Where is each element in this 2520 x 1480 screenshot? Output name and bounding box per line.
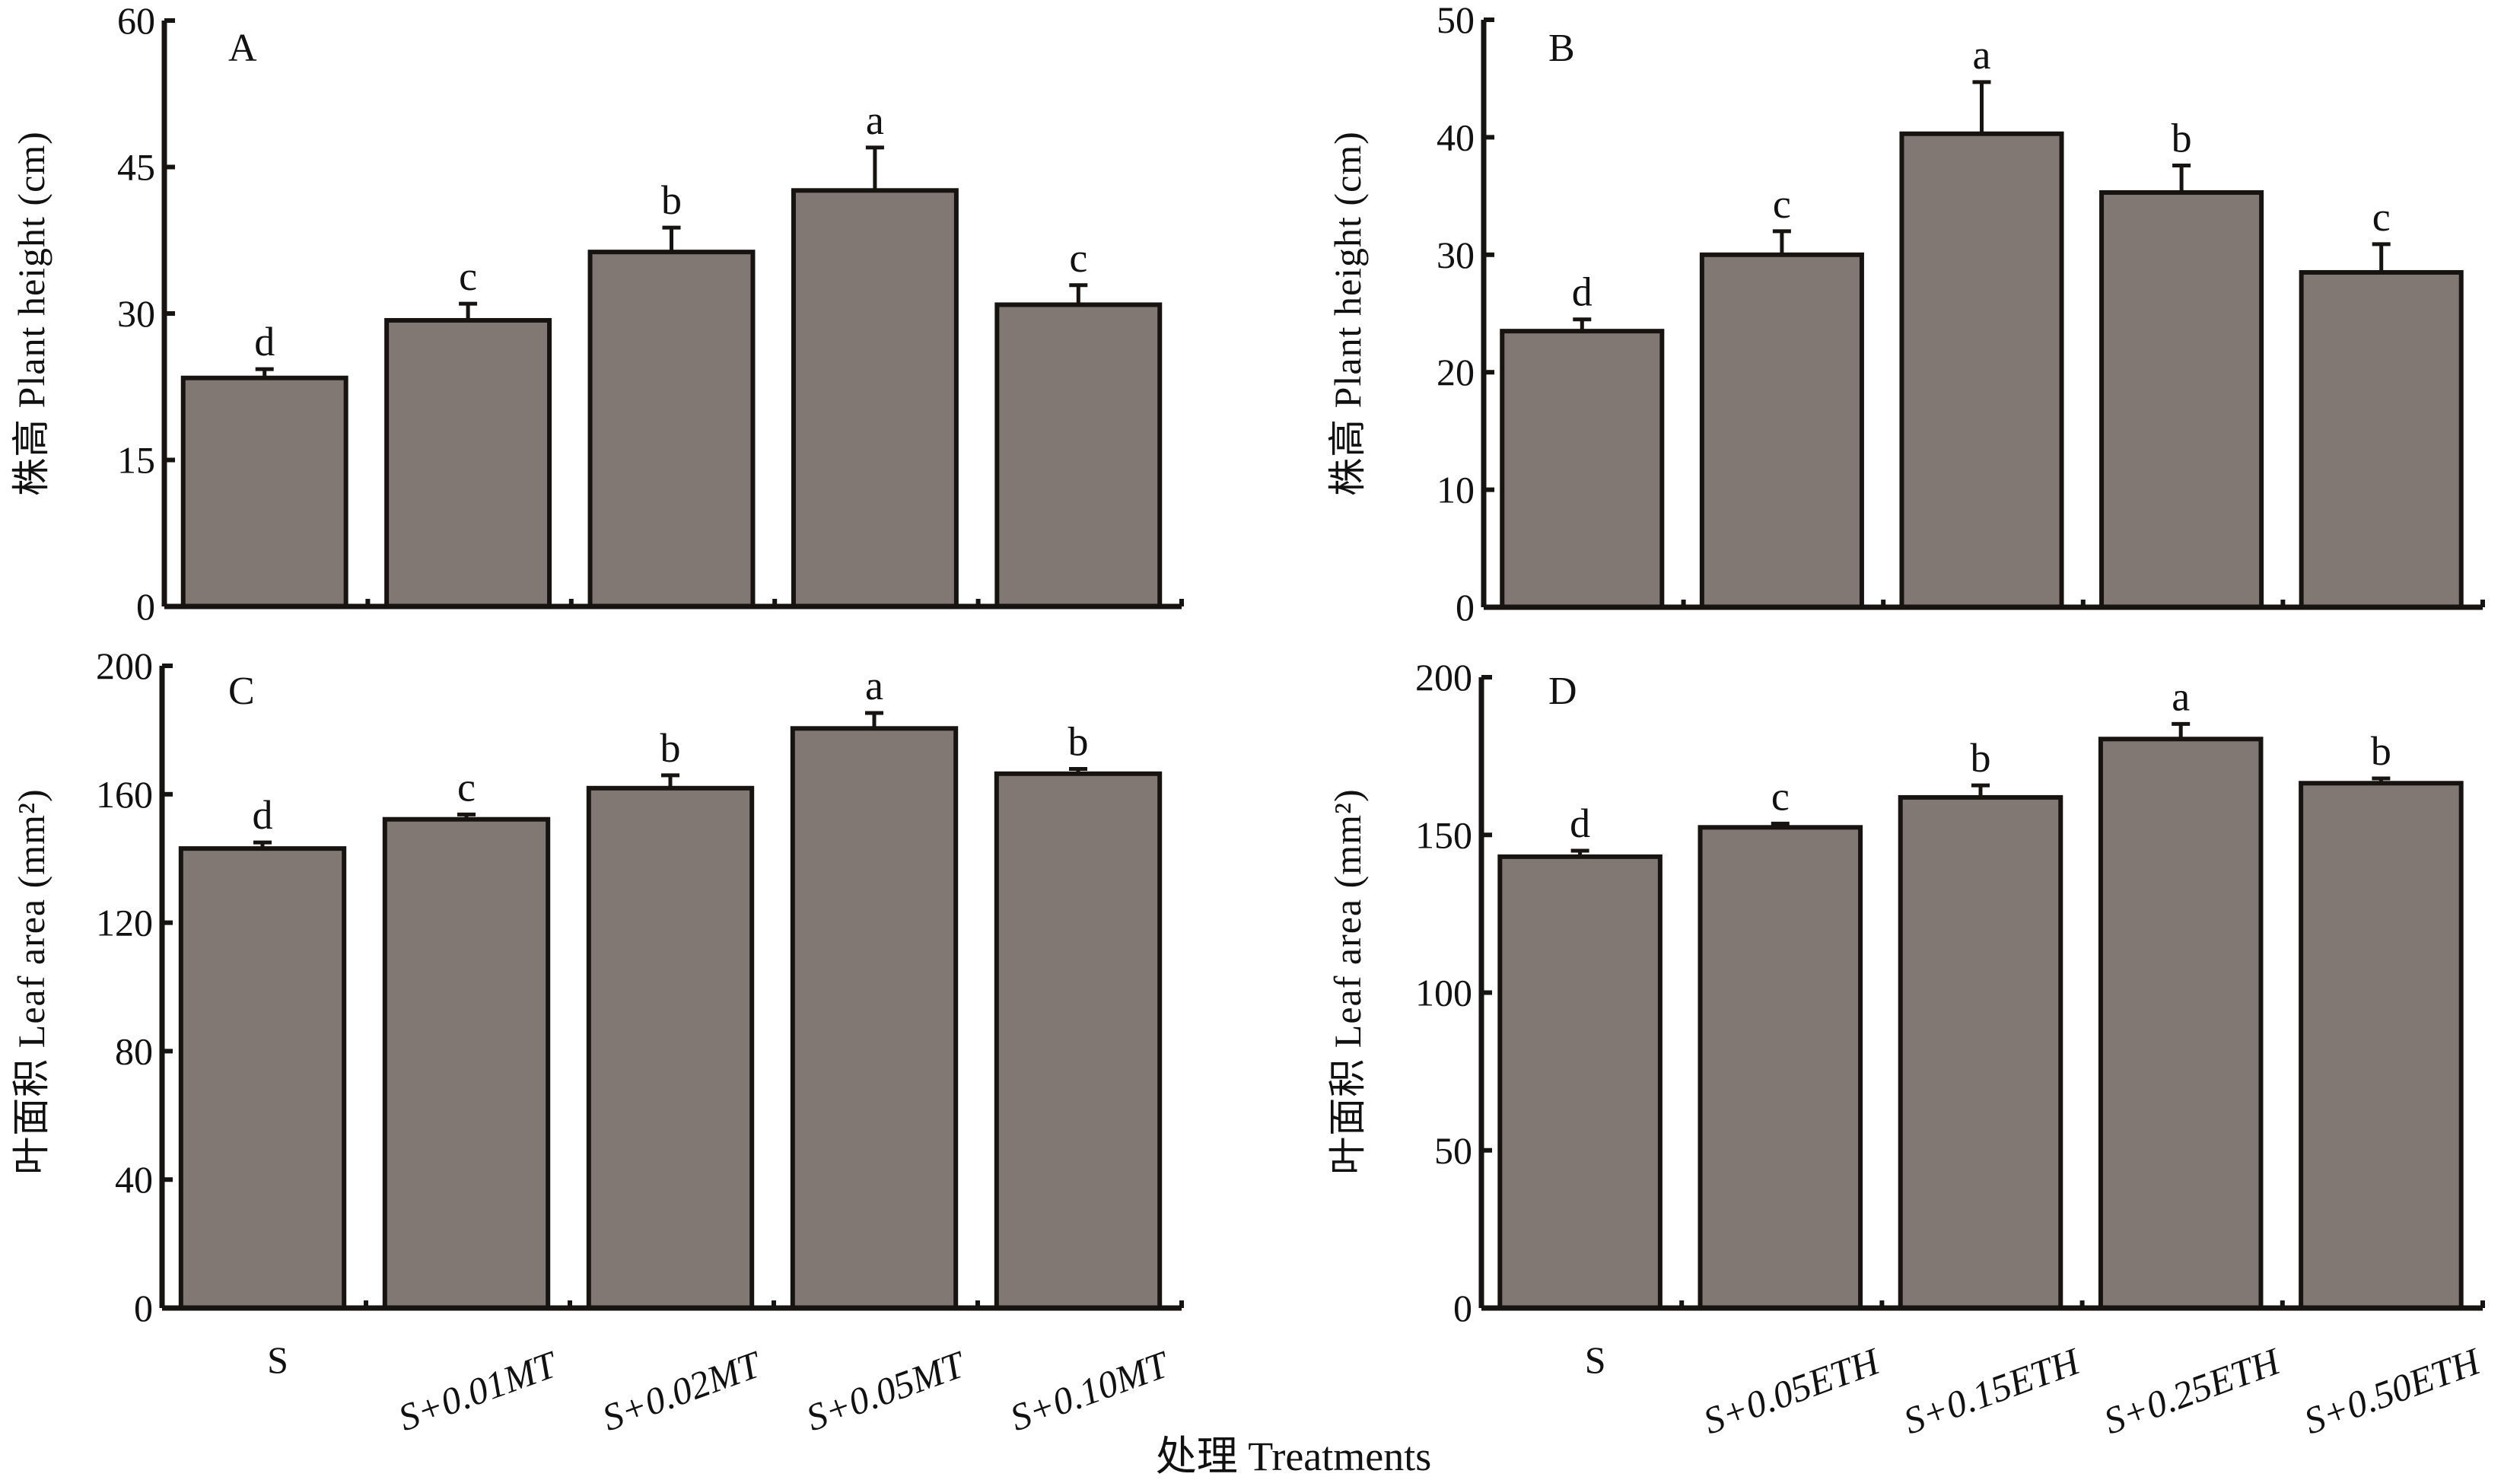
y-tick-label: 60 bbox=[117, 0, 155, 42]
significance-letter: c bbox=[1773, 181, 1791, 227]
significance-letter: b bbox=[1068, 718, 1089, 764]
panel-b: d c a b c 0 10 20 30 40 50 株高 Plant height (cm) B bbox=[1326, 0, 2485, 629]
bar-s-0-05mt bbox=[790, 726, 959, 1310]
panel-d: d Sc S+0.05ETH b S+0.15ETH a S+0.25ETH b S+0.50E… bbox=[1326, 656, 2487, 1442]
category-label: S bbox=[1585, 1338, 1606, 1381]
significance-letter: c bbox=[1069, 235, 1087, 281]
significance-letter: d bbox=[254, 319, 275, 364]
x-axis-title: 处理 Treatments bbox=[1156, 1434, 1432, 1479]
panel-a: d c b a c 0 15 30 45 60 株高 Plant height (cm) A bbox=[10, 0, 1184, 628]
bar-s bbox=[178, 846, 347, 1311]
category-label: S bbox=[267, 1338, 288, 1381]
panel-letter: A bbox=[228, 27, 257, 70]
y-tick-label: 30 bbox=[1437, 234, 1475, 276]
category-label: S+0.05MT bbox=[800, 1342, 972, 1439]
y-axis-title: 叶面积 Leaf area (mm²) bbox=[1326, 788, 1369, 1174]
significance-letter: d bbox=[1570, 800, 1590, 846]
significance-letter: b bbox=[2172, 115, 2192, 161]
bar-s-0-15eth bbox=[1899, 131, 2064, 610]
y-tick-label: 30 bbox=[117, 292, 155, 335]
y-tick-label: 40 bbox=[115, 1158, 153, 1201]
panel-c: d Sc S+0.01MT b S+0.02MT a S+0.05MT b S+0.10MT 0 4… bbox=[10, 645, 1184, 1439]
panel-letter: B bbox=[1548, 27, 1575, 70]
y-tick-label: 10 bbox=[1437, 469, 1475, 511]
y-tick-label: 50 bbox=[1434, 1129, 1472, 1172]
y-tick-label: 100 bbox=[1415, 972, 1472, 1014]
panel-letter: C bbox=[228, 670, 255, 713]
y-tick-label: 50 bbox=[1437, 0, 1475, 41]
significance-letter: d bbox=[1572, 269, 1592, 315]
y-tick-label: 15 bbox=[117, 439, 155, 482]
bar-s-0-15eth bbox=[1898, 794, 2063, 1311]
category-label: S+0.15ETH bbox=[1898, 1339, 2087, 1443]
bar-s-0-02mt bbox=[586, 785, 755, 1310]
bar-s-0-25eth bbox=[2098, 737, 2264, 1310]
significance-letter: c bbox=[1771, 773, 1790, 819]
category-label: S+0.01MT bbox=[393, 1342, 564, 1439]
significance-letter: c bbox=[2372, 194, 2391, 240]
significance-letter: d bbox=[253, 792, 273, 838]
significance-letter: a bbox=[866, 97, 884, 143]
bar-s-0-05eth bbox=[1699, 252, 1864, 610]
y-tick-label: 120 bbox=[96, 902, 153, 944]
y-tick-label: 0 bbox=[1456, 586, 1475, 629]
bar-s-0-50eth bbox=[2299, 269, 2464, 610]
y-tick-label: 20 bbox=[1437, 351, 1475, 393]
bar-s-0-01mt bbox=[382, 816, 551, 1310]
y-tick-label: 0 bbox=[136, 585, 155, 628]
significance-letter: c bbox=[457, 764, 476, 810]
significance-letter: b bbox=[660, 725, 681, 771]
bar-s-0-10mt bbox=[994, 302, 1163, 609]
bar-s-0-25eth bbox=[2099, 189, 2264, 610]
panel-letter: D bbox=[1548, 670, 1577, 713]
significance-letter: a bbox=[1973, 32, 1991, 78]
y-tick-label: 45 bbox=[117, 146, 155, 189]
y-axis-title: 株高 Plant height (cm) bbox=[1326, 131, 1369, 496]
bar-s-0-05mt bbox=[791, 188, 959, 610]
y-tick-label: 200 bbox=[1415, 656, 1472, 699]
category-label: S+0.25ETH bbox=[2098, 1339, 2287, 1443]
category-label: S+0.05ETH bbox=[1698, 1339, 1886, 1443]
bar-s-0-01mt bbox=[384, 317, 552, 609]
bar-s-0-10mt bbox=[994, 771, 1163, 1310]
bar-s-0-02mt bbox=[587, 250, 756, 609]
significance-letter: b bbox=[661, 177, 682, 223]
category-label: S+0.10MT bbox=[1004, 1342, 1176, 1439]
significance-letter: b bbox=[1971, 735, 1991, 781]
significance-letter: a bbox=[865, 663, 883, 708]
bar-s bbox=[1500, 329, 1665, 610]
y-axis-title: 叶面积 Leaf area (mm²) bbox=[10, 788, 52, 1174]
y-axis-title: 株高 Plant height (cm) bbox=[10, 131, 52, 496]
bar-s bbox=[1497, 854, 1662, 1310]
bar-s bbox=[180, 375, 348, 609]
significance-letter: c bbox=[459, 253, 477, 299]
y-tick-label: 0 bbox=[134, 1287, 153, 1329]
y-tick-label: 40 bbox=[1437, 116, 1475, 158]
category-label: S+0.02MT bbox=[597, 1342, 768, 1439]
significance-letter: a bbox=[2172, 673, 2190, 719]
significance-letter: b bbox=[2371, 728, 2391, 774]
y-tick-label: 0 bbox=[1453, 1287, 1472, 1329]
category-label: S+0.50ETH bbox=[2299, 1339, 2487, 1443]
y-tick-label: 200 bbox=[96, 645, 153, 687]
bar-s-0-05eth bbox=[1698, 825, 1863, 1310]
y-tick-label: 150 bbox=[1415, 813, 1472, 856]
bar-s-0-50eth bbox=[2299, 781, 2464, 1310]
y-tick-label: 160 bbox=[96, 773, 153, 816]
y-tick-label: 80 bbox=[115, 1030, 153, 1072]
